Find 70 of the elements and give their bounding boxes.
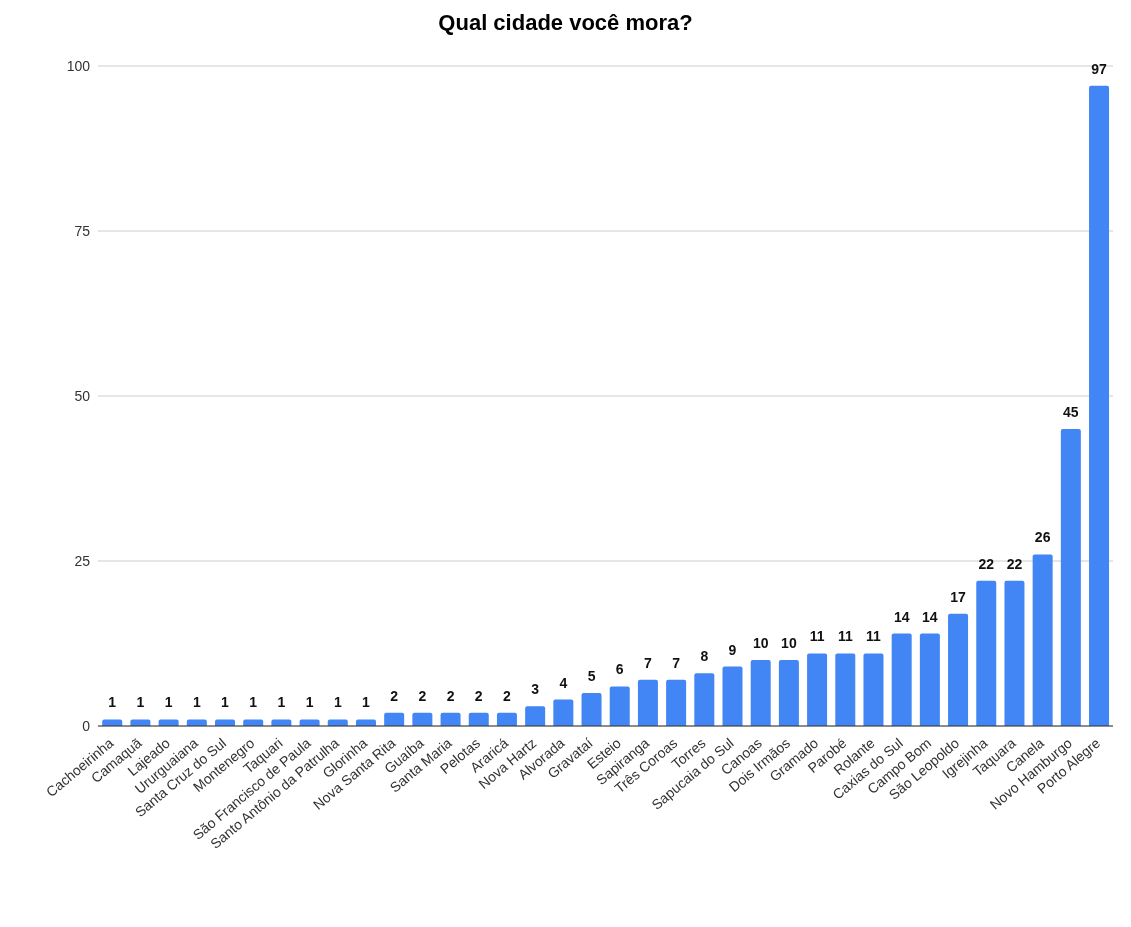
data-label: 17 [950, 588, 967, 605]
bar [835, 653, 856, 726]
bar [1004, 580, 1025, 726]
data-label: 1 [221, 694, 230, 711]
bar [948, 613, 969, 726]
y-tick-label: 100 [66, 57, 91, 74]
bar [694, 673, 715, 726]
bar [609, 686, 630, 726]
data-label: 1 [333, 694, 342, 711]
bar [384, 712, 405, 726]
data-label: 2 [418, 687, 427, 704]
bar [496, 712, 517, 726]
bar [976, 580, 997, 726]
data-label: 8 [700, 648, 709, 665]
y-tick-label: 50 [74, 387, 91, 404]
bar [722, 666, 743, 726]
bar [750, 660, 771, 726]
data-label: 11 [866, 628, 882, 645]
data-label: 14 [922, 608, 938, 625]
data-label: 1 [305, 694, 314, 711]
data-label: 2 [390, 687, 399, 704]
data-label: 11 [809, 628, 825, 645]
bar [863, 653, 884, 726]
y-tick-label: 0 [82, 717, 91, 734]
chart-title: Qual cidade você mora? [437, 10, 694, 36]
bar [440, 712, 461, 726]
bar [891, 633, 912, 726]
bar [243, 719, 264, 726]
y-tick-label: 75 [74, 222, 91, 239]
data-label: 9 [728, 641, 737, 658]
bar [1060, 429, 1081, 726]
bar [1032, 554, 1053, 726]
data-label: 14 [893, 608, 910, 625]
data-label: 4 [559, 674, 568, 691]
data-label: 1 [249, 694, 258, 711]
bar [1089, 85, 1110, 726]
data-label: 10 [781, 635, 797, 651]
bar [186, 719, 207, 726]
bar [666, 679, 687, 726]
data-label: 2 [474, 687, 483, 704]
data-label: 7 [672, 654, 681, 671]
y-tick-label: 25 [74, 552, 91, 569]
data-label: 1 [362, 694, 371, 711]
bar [412, 712, 433, 726]
bar [525, 706, 546, 726]
data-label: 22 [978, 555, 995, 572]
data-label: 1 [136, 694, 145, 711]
data-label: 97 [1091, 60, 1108, 77]
data-label: 7 [644, 654, 653, 671]
data-label: 5 [587, 668, 596, 684]
data-label: 22 [1006, 555, 1023, 572]
bar [778, 660, 799, 726]
data-label: 1 [164, 694, 173, 711]
bar [919, 633, 940, 726]
data-label: 1 [192, 694, 201, 711]
data-label: 2 [446, 687, 455, 704]
data-label: 10 [752, 635, 769, 651]
data-label: 1 [277, 694, 286, 711]
bar [553, 699, 574, 726]
bar [807, 653, 828, 726]
data-label: 3 [531, 681, 540, 698]
data-label: 1 [108, 694, 117, 711]
data-label: 26 [1034, 529, 1051, 546]
data-label: 6 [615, 661, 624, 678]
data-label: 45 [1063, 404, 1079, 420]
data-label: 2 [503, 687, 512, 704]
bar [637, 679, 658, 726]
data-label: 11 [837, 628, 853, 645]
bar [581, 693, 602, 726]
bar [468, 712, 489, 726]
